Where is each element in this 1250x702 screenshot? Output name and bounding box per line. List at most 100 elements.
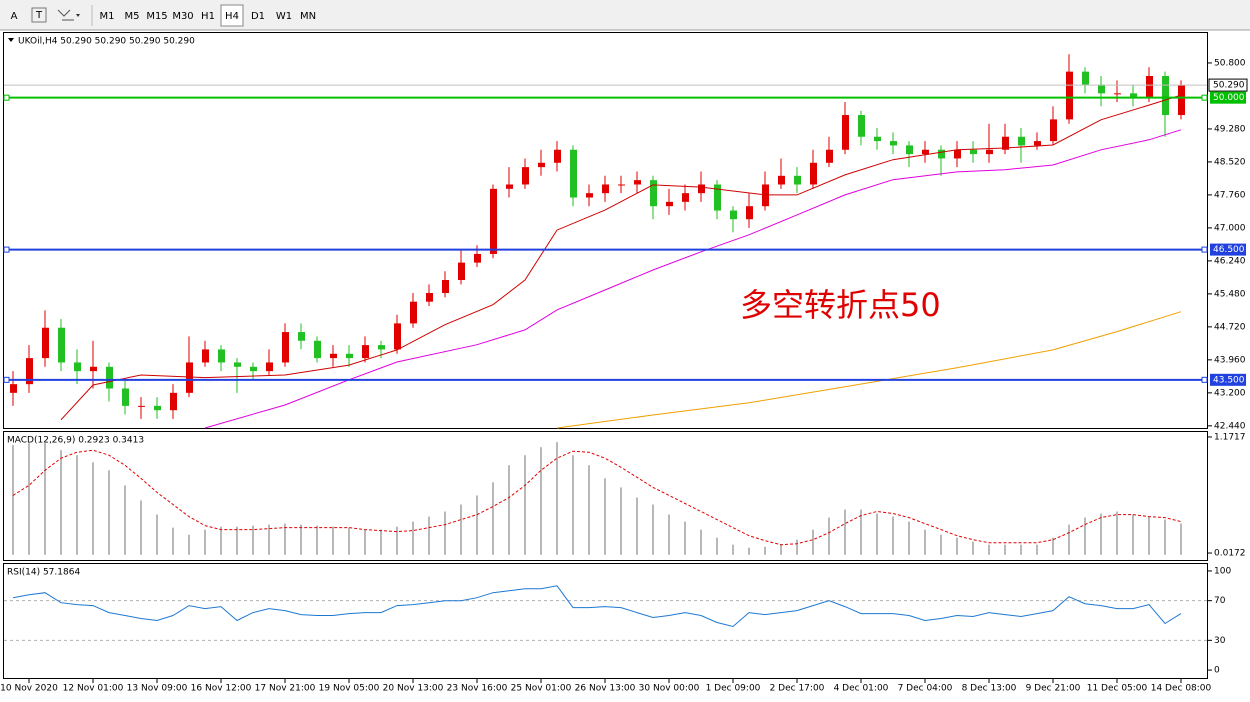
candle-body [330,353,337,359]
histogram-bar [364,529,366,555]
timeframe-button[interactable]: M5 [125,11,140,22]
candle-body [426,293,433,302]
x-tick-label: 8 Dec 13:00 [962,684,1017,694]
line-price-box [1210,373,1246,386]
candle-body [602,184,609,194]
histogram-bar [76,455,78,555]
histogram-bar [940,534,942,555]
candle-body [42,327,49,359]
candle-body [1066,71,1073,120]
candle-body [74,362,81,372]
histogram-bar [140,500,142,555]
timeframe-button[interactable]: M30 [172,11,193,22]
line-price-box [1210,91,1246,104]
histogram-bar [588,465,590,555]
histogram-bar [220,526,222,555]
y-tick-label: 30 [1214,636,1226,646]
candle-body [522,167,529,185]
candle-body [586,193,593,198]
rsi-panel [3,563,1208,679]
price-panel [3,32,1208,429]
x-tick-label: 20 Nov 13:00 [383,684,444,694]
candle-body [298,332,305,341]
histogram-bar [1164,519,1166,555]
candle-body [810,162,817,185]
histogram-bar [1084,517,1086,555]
x-tick-label: 17 Nov 21:00 [255,684,316,694]
line-price-label: 46.500 [1213,245,1245,255]
candle-body [410,301,417,324]
candle-body [378,345,385,350]
y-tick-label: 48.520 [1214,157,1246,167]
candle-body [730,210,737,220]
candle-body [1050,119,1057,142]
candle-body [794,175,801,185]
line-handle [1201,246,1208,253]
histogram-bar [748,547,750,555]
histogram-bar [1004,544,1006,555]
candle-body [554,149,561,163]
line-price-box [1210,243,1246,256]
histogram-bar [92,462,94,555]
histogram-bar [1036,544,1038,555]
candle-body [90,366,97,372]
collapse-icon[interactable] [8,38,14,42]
candle-body [122,388,129,406]
histogram-bar [860,509,862,555]
histogram-bar [12,445,14,555]
histogram-bar [876,513,878,555]
y-tick-label: 70 [1214,596,1226,606]
histogram-bar [428,516,430,555]
candle-body [346,353,353,359]
candle-body [1098,84,1105,94]
line-handle [3,94,10,101]
y-tick-label: 47.000 [1214,223,1246,233]
histogram-bar [924,529,926,555]
candle-body [538,162,545,168]
candle-body [890,141,897,146]
histogram-bar [188,534,190,555]
candle-body [954,149,961,159]
y-tick-label: 42.440 [1214,421,1246,431]
line-handle [1201,376,1208,383]
x-tick-label: 23 Nov 16:00 [447,684,508,694]
timeframe-button[interactable]: M1 [100,11,115,22]
timeframe-button[interactable]: H1 [201,11,215,22]
candle-body [1082,71,1089,85]
candle-body [698,184,705,194]
y-tick-label: 43.200 [1214,388,1246,398]
toolbar [0,0,1250,30]
candle-body [282,332,289,363]
candle-body [1130,93,1137,98]
histogram-bar [476,495,478,555]
histogram-bar [620,487,622,555]
histogram-bar [44,443,46,555]
histogram-bar [828,517,830,555]
candle-body [170,392,177,411]
histogram-bar [1100,513,1102,555]
timeframe-button[interactable]: W1 [276,11,292,22]
x-tick-label: 1 Dec 09:00 [706,684,761,694]
histogram-bar [988,544,990,555]
timeframe-button[interactable]: D1 [251,11,265,22]
histogram-bar [332,526,334,555]
timeframe-button[interactable]: M15 [146,11,167,22]
timeframe-button[interactable]: A [11,11,18,22]
candle-body [1178,85,1185,116]
candle-body [858,115,865,137]
timeframe-button[interactable]: MN [300,11,316,22]
histogram-bar [764,546,766,555]
histogram-bar [396,526,398,555]
histogram-bar [716,537,718,555]
signal-line [12,449,1182,546]
line-handle [3,246,10,253]
last-price-box [1208,78,1248,92]
candle-body [314,340,321,359]
candle-body [10,384,17,393]
histogram-bar [444,511,446,555]
active-button [220,4,244,27]
candle-body [490,188,497,254]
timeframe-button[interactable]: H4 [225,11,239,22]
histogram-bar [780,544,782,555]
